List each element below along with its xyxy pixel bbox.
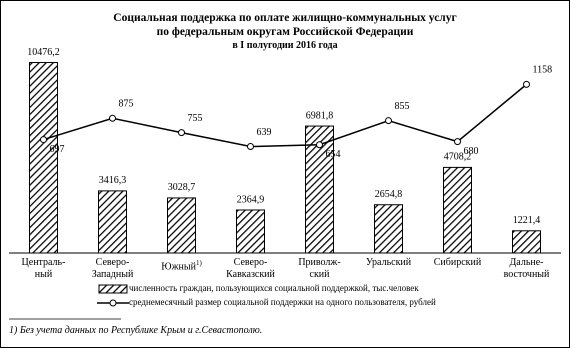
data-label: 875 xyxy=(119,99,134,110)
line-marker xyxy=(385,117,392,125)
legend-swatch-bar xyxy=(98,284,128,294)
x-tick-label: Северо- Кавказский xyxy=(217,257,285,281)
x-tick-label: Сибирский xyxy=(424,257,492,269)
bar xyxy=(29,62,58,254)
category-text: Дальне- восточный xyxy=(503,257,550,280)
category-text: Сибирский xyxy=(433,257,482,268)
legend-entry: численность граждан, пользующихся социал… xyxy=(129,283,419,293)
line-marker xyxy=(454,138,461,146)
line-marker xyxy=(109,114,116,122)
data-label: 855 xyxy=(395,101,410,112)
line-marker xyxy=(316,141,323,149)
x-tick-label: Дальне- восточный xyxy=(493,257,561,281)
bar xyxy=(98,190,127,254)
data-label: 3028,7 xyxy=(168,182,196,193)
line-marker xyxy=(178,129,185,137)
x-tick-label: Приволж- ский xyxy=(286,257,354,281)
x-tick-label: Северо- Западный xyxy=(79,257,147,281)
x-tick-label: Южный1) xyxy=(148,257,216,273)
data-label: 3416,3 xyxy=(99,175,127,186)
data-label: 10476,2 xyxy=(27,47,60,58)
data-label: 2654,8 xyxy=(375,189,403,200)
bar xyxy=(167,197,196,254)
category-text: Северо- Кавказский xyxy=(226,257,275,280)
data-label: 1221,4 xyxy=(513,215,541,226)
chart-subtitle: в I полугодии 2016 года xyxy=(232,40,338,51)
category-text: Южный xyxy=(161,261,196,273)
category-text: Централь- ный xyxy=(21,257,66,280)
x-tick-label: Централь- ный xyxy=(10,257,78,281)
category-text: Уральский xyxy=(365,257,412,268)
bar xyxy=(236,209,265,254)
data-label: 4708,2 xyxy=(444,152,472,163)
footnote-marker: 1) xyxy=(195,259,202,267)
category-text: Северо- Западный xyxy=(91,257,134,280)
bar xyxy=(374,204,403,254)
data-label: 6981,8 xyxy=(306,110,334,121)
category-text: Приволж- ский xyxy=(298,257,341,280)
data-label: 680 xyxy=(464,146,479,157)
data-label: 2364,9 xyxy=(237,194,265,205)
line-marker xyxy=(247,143,254,151)
chart-title: Социальная поддержка по оплате жилищно-к… xyxy=(113,12,457,38)
legend-entry: среднемесячный размер социальной поддерж… xyxy=(129,297,436,307)
data-label: 697 xyxy=(50,144,65,155)
data-label: 1158 xyxy=(533,65,553,76)
line xyxy=(43,83,527,148)
line-marker xyxy=(523,80,530,88)
footnote: 1) Без учета данных по Республике Крым и… xyxy=(9,325,263,336)
bar xyxy=(512,230,541,254)
x-tick-label: Уральский xyxy=(355,257,423,269)
data-label: 639 xyxy=(257,127,272,138)
data-label: 654 xyxy=(326,149,341,160)
bar xyxy=(443,166,472,254)
legend-marker xyxy=(109,299,117,307)
line-marker xyxy=(40,136,47,144)
data-label: 755 xyxy=(188,113,203,124)
